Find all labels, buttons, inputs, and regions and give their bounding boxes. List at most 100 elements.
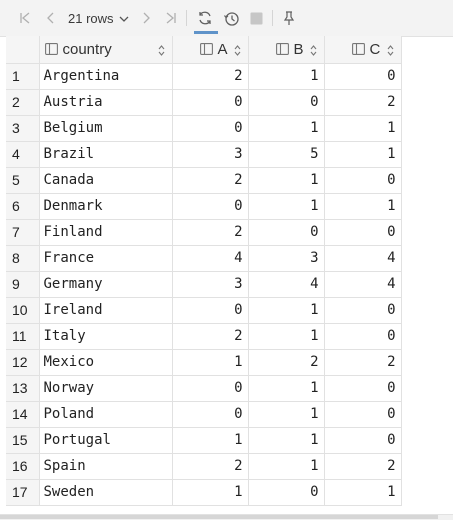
table-row[interactable]: 3 Belgium 0 1 1 xyxy=(6,115,402,142)
table-row[interactable]: 13 Norway 0 1 0 xyxy=(6,375,402,402)
cell-country[interactable]: France xyxy=(39,245,173,272)
cell-b[interactable]: 1 xyxy=(248,63,325,90)
cell-b[interactable]: 2 xyxy=(248,349,325,376)
cell-country[interactable]: Italy xyxy=(39,323,173,350)
cell-country[interactable]: Ireland xyxy=(39,297,173,324)
cell-a[interactable]: 3 xyxy=(172,271,249,298)
cell-a[interactable]: 1 xyxy=(172,479,249,506)
table-row[interactable]: 17 Sweden 1 0 1 xyxy=(6,479,402,506)
cell-country[interactable]: Denmark xyxy=(39,193,173,220)
cell-b[interactable]: 1 xyxy=(248,193,325,220)
cell-c[interactable]: 2 xyxy=(324,89,402,116)
cell-b[interactable]: 4 xyxy=(248,271,325,298)
cell-b[interactable]: 1 xyxy=(248,401,325,428)
cell-b[interactable]: 3 xyxy=(248,245,325,272)
cell-c[interactable]: 0 xyxy=(324,401,402,428)
first-page-button[interactable] xyxy=(16,9,34,27)
cell-c[interactable]: 1 xyxy=(324,479,402,506)
table-row[interactable]: 9 Germany 3 4 4 xyxy=(6,271,402,298)
cell-b[interactable]: 1 xyxy=(248,453,325,480)
cell-a[interactable]: 0 xyxy=(172,89,249,116)
cell-country[interactable]: Sweden xyxy=(39,479,173,506)
cell-country[interactable]: Norway xyxy=(39,375,173,402)
cell-c[interactable]: 0 xyxy=(324,63,402,90)
rows-selector[interactable]: 21 rows xyxy=(68,9,129,27)
cell-a[interactable]: 2 xyxy=(172,63,249,90)
cell-country[interactable]: Canada xyxy=(39,167,173,194)
sort-icon[interactable] xyxy=(387,43,394,60)
table-row[interactable]: 7 Finland 2 0 0 xyxy=(6,219,402,246)
horizontal-scrollbar-thumb[interactable] xyxy=(0,515,438,519)
cell-b[interactable]: 5 xyxy=(248,141,325,168)
cell-country[interactable]: Poland xyxy=(39,401,173,428)
cell-c[interactable]: 0 xyxy=(324,297,402,324)
cell-country[interactable]: Spain xyxy=(39,453,173,480)
sort-icon[interactable] xyxy=(158,43,165,60)
cell-a[interactable]: 2 xyxy=(172,323,249,350)
cell-a[interactable]: 0 xyxy=(172,401,249,428)
cell-country[interactable]: Argentina xyxy=(39,63,173,90)
stop-button[interactable] xyxy=(247,9,265,27)
table-row[interactable]: 11 Italy 2 1 0 xyxy=(6,323,402,350)
cell-b[interactable]: 1 xyxy=(248,167,325,194)
cell-c[interactable]: 0 xyxy=(324,323,402,350)
table-row[interactable]: 4 Brazil 3 5 1 xyxy=(6,141,402,168)
cell-a[interactable]: 0 xyxy=(172,193,249,220)
cell-c[interactable]: 2 xyxy=(324,453,402,480)
cell-c[interactable]: 4 xyxy=(324,245,402,272)
table-row[interactable]: 5 Canada 2 1 0 xyxy=(6,167,402,194)
cell-b[interactable]: 0 xyxy=(248,219,325,246)
pin-button[interactable] xyxy=(280,9,298,27)
cell-a[interactable]: 1 xyxy=(172,349,249,376)
table-row[interactable]: 8 France 4 3 4 xyxy=(6,245,402,272)
table-row[interactable]: 14 Poland 0 1 0 xyxy=(6,401,402,428)
cell-country[interactable]: Brazil xyxy=(39,141,173,168)
cell-b[interactable]: 0 xyxy=(248,479,325,506)
sort-icon[interactable] xyxy=(234,43,241,60)
cell-c[interactable]: 1 xyxy=(324,193,402,220)
cell-c[interactable]: 0 xyxy=(324,167,402,194)
cell-c[interactable]: 4 xyxy=(324,271,402,298)
table-row[interactable]: 2 Austria 0 0 2 xyxy=(6,89,402,116)
cell-b[interactable]: 1 xyxy=(248,375,325,402)
column-header-a[interactable]: A xyxy=(172,36,249,64)
column-header-c[interactable]: C xyxy=(324,36,402,64)
cell-a[interactable]: 4 xyxy=(172,245,249,272)
cell-country[interactable]: Mexico xyxy=(39,349,173,376)
cell-a[interactable]: 2 xyxy=(172,219,249,246)
next-page-button[interactable] xyxy=(137,9,155,27)
cell-c[interactable]: 2 xyxy=(324,349,402,376)
column-header-country[interactable]: country xyxy=(39,36,173,64)
table-row[interactable]: 16 Spain 2 1 2 xyxy=(6,453,402,480)
cell-b[interactable]: 1 xyxy=(248,427,325,454)
cell-b[interactable]: 1 xyxy=(248,115,325,142)
last-page-button[interactable] xyxy=(162,9,180,27)
cell-a[interactable]: 0 xyxy=(172,115,249,142)
table-row[interactable]: 1 Argentina 2 1 0 xyxy=(6,63,402,90)
cell-a[interactable]: 2 xyxy=(172,453,249,480)
cell-c[interactable]: 0 xyxy=(324,375,402,402)
sort-icon[interactable] xyxy=(310,43,317,60)
column-header-b[interactable]: B xyxy=(248,36,325,64)
history-button[interactable] xyxy=(221,9,241,27)
table-row[interactable]: 15 Portugal 1 1 0 xyxy=(6,427,402,454)
cell-country[interactable]: Portugal xyxy=(39,427,173,454)
cell-b[interactable]: 1 xyxy=(248,323,325,350)
table-row[interactable]: 12 Mexico 1 2 2 xyxy=(6,349,402,376)
cell-c[interactable]: 0 xyxy=(324,427,402,454)
cell-a[interactable]: 3 xyxy=(172,141,249,168)
cell-country[interactable]: Austria xyxy=(39,89,173,116)
prev-page-button[interactable] xyxy=(42,9,60,27)
cell-a[interactable]: 2 xyxy=(172,167,249,194)
cell-country[interactable]: Finland xyxy=(39,219,173,246)
table-row[interactable]: 10 Ireland 0 1 0 xyxy=(6,297,402,324)
refresh-button[interactable] xyxy=(195,9,215,27)
cell-c[interactable]: 0 xyxy=(324,219,402,246)
cell-a[interactable]: 0 xyxy=(172,375,249,402)
cell-a[interactable]: 1 xyxy=(172,427,249,454)
cell-c[interactable]: 1 xyxy=(324,141,402,168)
cell-b[interactable]: 0 xyxy=(248,89,325,116)
cell-a[interactable]: 0 xyxy=(172,297,249,324)
cell-country[interactable]: Belgium xyxy=(39,115,173,142)
table-row[interactable]: 6 Denmark 0 1 1 xyxy=(6,193,402,220)
